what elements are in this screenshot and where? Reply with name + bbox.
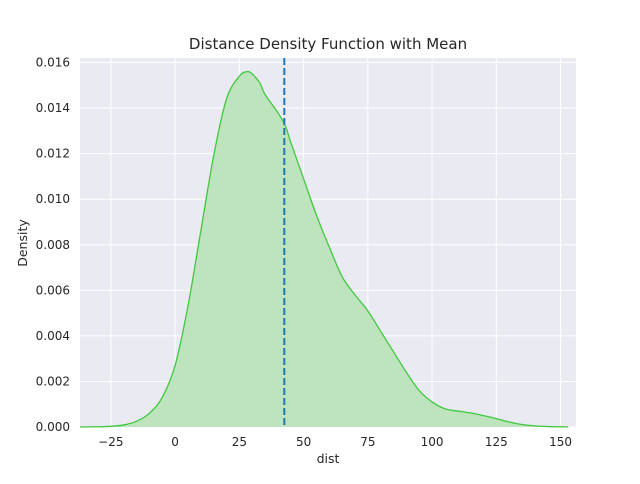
y-tick-label: 0.006 bbox=[36, 283, 70, 297]
y-tick-label: 0.016 bbox=[36, 56, 70, 70]
x-tick-label: 150 bbox=[549, 435, 572, 449]
x-tick-label: 75 bbox=[360, 435, 375, 449]
x-tick-label: 100 bbox=[421, 435, 444, 449]
y-tick-label: 0.002 bbox=[36, 374, 70, 388]
y-tick-label: 0.014 bbox=[36, 101, 70, 115]
x-tick-label: 0 bbox=[171, 435, 179, 449]
density-curve bbox=[79, 70, 569, 428]
y-tick-label: 0.004 bbox=[36, 329, 70, 343]
density-area-fill bbox=[80, 71, 569, 427]
y-axis-label: Density bbox=[15, 219, 30, 267]
y-tick-label: 0.010 bbox=[36, 192, 70, 206]
x-tick-label: −25 bbox=[98, 435, 123, 449]
y-tick-labels: 0.000 0.002 0.004 0.006 0.008 0.010 0.012 0.014… bbox=[36, 56, 70, 434]
x-tick-label: 125 bbox=[485, 435, 508, 449]
chart-title: Distance Density Function with Mean bbox=[189, 35, 467, 53]
x-tick-labels: −25 0 25 50 75 100 125 150 bbox=[98, 435, 572, 449]
y-tick-label: 0.000 bbox=[36, 420, 70, 434]
x-tick-label: 25 bbox=[232, 435, 247, 449]
x-tick-label: 50 bbox=[296, 435, 311, 449]
x-axis-label: dist bbox=[317, 451, 340, 466]
y-tick-label: 0.008 bbox=[36, 238, 70, 252]
y-tick-label: 0.012 bbox=[36, 147, 70, 161]
